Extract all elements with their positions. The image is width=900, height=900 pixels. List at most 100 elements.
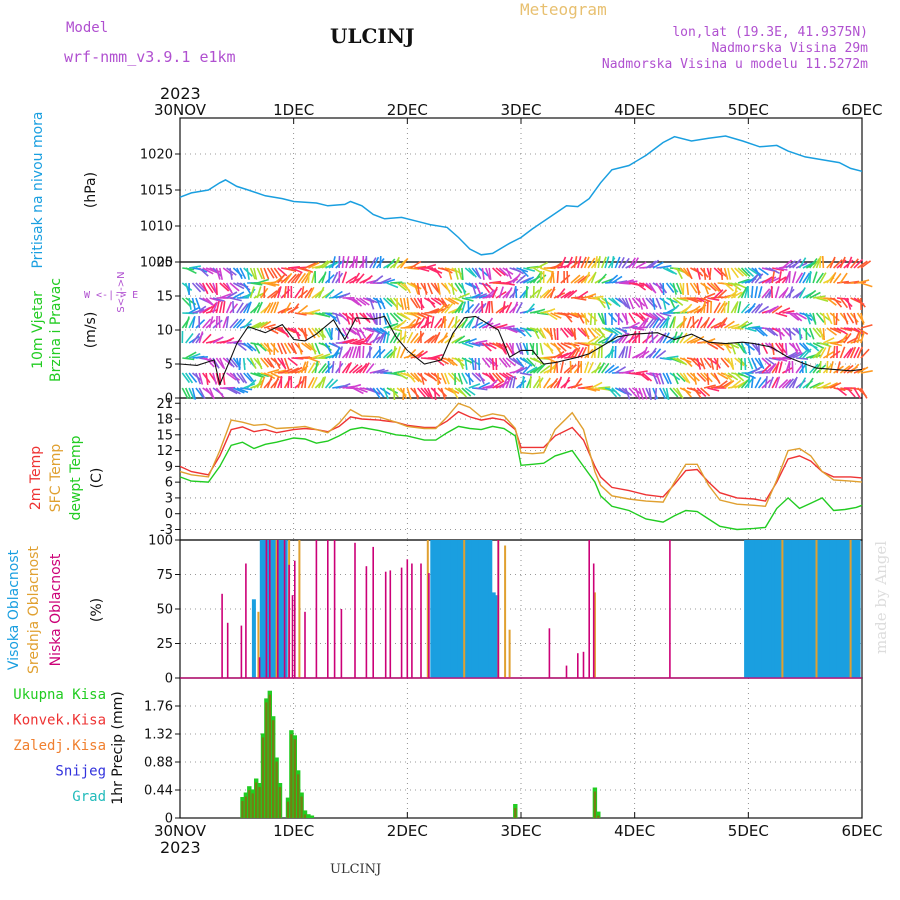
wind-barb (781, 327, 792, 338)
wind-barb (406, 372, 416, 383)
temp-line-1 (179, 402, 863, 508)
wind-barb (532, 364, 544, 374)
cloud-bar (750, 540, 755, 678)
wind-barb (740, 286, 748, 299)
wind-barb (621, 297, 630, 309)
wind-barb (754, 273, 764, 284)
wind-barb (181, 387, 189, 399)
wind-barb (188, 306, 200, 314)
cloud-bar (463, 540, 466, 678)
wind-barb (509, 327, 522, 334)
ylabel-cloud-low: Niska Oblacnost (48, 553, 64, 666)
wind-barb (583, 271, 591, 284)
wind-barb (514, 285, 518, 299)
wind-barb (860, 370, 873, 374)
wind-barb (229, 357, 239, 368)
cloud-bar (340, 609, 343, 678)
wind-barb (444, 282, 451, 295)
wind-barb (219, 293, 232, 299)
wind-barb (625, 280, 638, 284)
wind-barb (222, 357, 233, 367)
wind-barb (243, 282, 251, 294)
wind-barb (396, 346, 401, 359)
wind-barb (345, 312, 351, 325)
wind-barb (672, 331, 678, 344)
wind-barb (502, 282, 515, 286)
wind-barb (747, 302, 756, 314)
wind-barb (731, 327, 744, 330)
wind-barb (263, 357, 273, 368)
meteogram-title: Meteogram (520, 0, 607, 19)
wind-barb (256, 301, 263, 314)
wind-barb (403, 282, 412, 294)
wind-barb (587, 345, 590, 359)
wind-barb (502, 342, 508, 355)
year-bottom: 2023 (160, 838, 201, 857)
wind-barb (584, 293, 597, 299)
wind-barb (430, 316, 435, 329)
precip-bar-conv (278, 787, 282, 818)
wind-barb (341, 256, 345, 269)
wind-barb (304, 361, 309, 374)
wind-barb (481, 357, 491, 368)
lonlat-info: lon,lat (19.3E, 41.9375N) (672, 25, 868, 40)
wind-barb (420, 297, 423, 311)
cloud-bar (440, 540, 445, 678)
wind-barb (416, 387, 427, 398)
wind-barb (250, 282, 263, 286)
wind-barb (747, 357, 754, 370)
wind-barb (550, 312, 562, 319)
wind-barb (396, 319, 407, 329)
wind-barb (191, 316, 196, 329)
wind-barb (839, 272, 848, 284)
wind-barb (577, 290, 589, 299)
wind-barb (393, 370, 406, 374)
wind-barb (536, 286, 543, 299)
wind-barb (362, 362, 370, 374)
wind-barb (423, 387, 432, 399)
wind-barb (257, 278, 270, 284)
wind-barb (591, 381, 603, 389)
wind-barb (505, 376, 512, 389)
wind-barb (835, 312, 838, 326)
cloud-bar (548, 628, 551, 678)
wind-barb (846, 312, 855, 324)
wind-barb (607, 387, 618, 398)
wind-barb (754, 327, 765, 337)
precip-legend-item: Zaledj.Kisa (13, 738, 106, 754)
wind-barb (591, 342, 604, 347)
wind-barb (465, 338, 477, 344)
wind-barb (540, 267, 552, 273)
wind-barb (608, 297, 619, 306)
wind-barb (399, 257, 409, 269)
wind-barb (812, 342, 825, 350)
wind-barb (669, 297, 676, 310)
wind-barb (829, 327, 842, 334)
wind-barb (744, 267, 755, 277)
wind-barb (740, 303, 751, 314)
wind-barb (594, 362, 602, 374)
wind-barb (468, 342, 481, 347)
cloud-bar (849, 540, 852, 678)
wind-barb (560, 290, 572, 299)
wind-barb (666, 355, 679, 359)
wind-barb (359, 297, 370, 306)
wind-barb (253, 372, 266, 379)
cloud-bar (788, 540, 793, 678)
wind-barb (447, 316, 455, 329)
wind-barb (533, 357, 545, 366)
wind-barb (502, 325, 515, 329)
wind-barb (829, 361, 834, 374)
cloud-bar (283, 540, 288, 678)
wind-barb (539, 327, 547, 340)
wind-barb (325, 261, 337, 269)
wind-barb (318, 312, 331, 318)
precip-bar-conv (265, 702, 268, 818)
cloud-bar (327, 540, 329, 678)
wind-barb (522, 327, 532, 338)
cloud-bar (450, 540, 455, 678)
wind-barb (362, 297, 375, 304)
ylabel-temp-sfc: SFC Temp (48, 444, 64, 513)
wind-barb (372, 332, 380, 344)
wind-barb (229, 387, 241, 395)
